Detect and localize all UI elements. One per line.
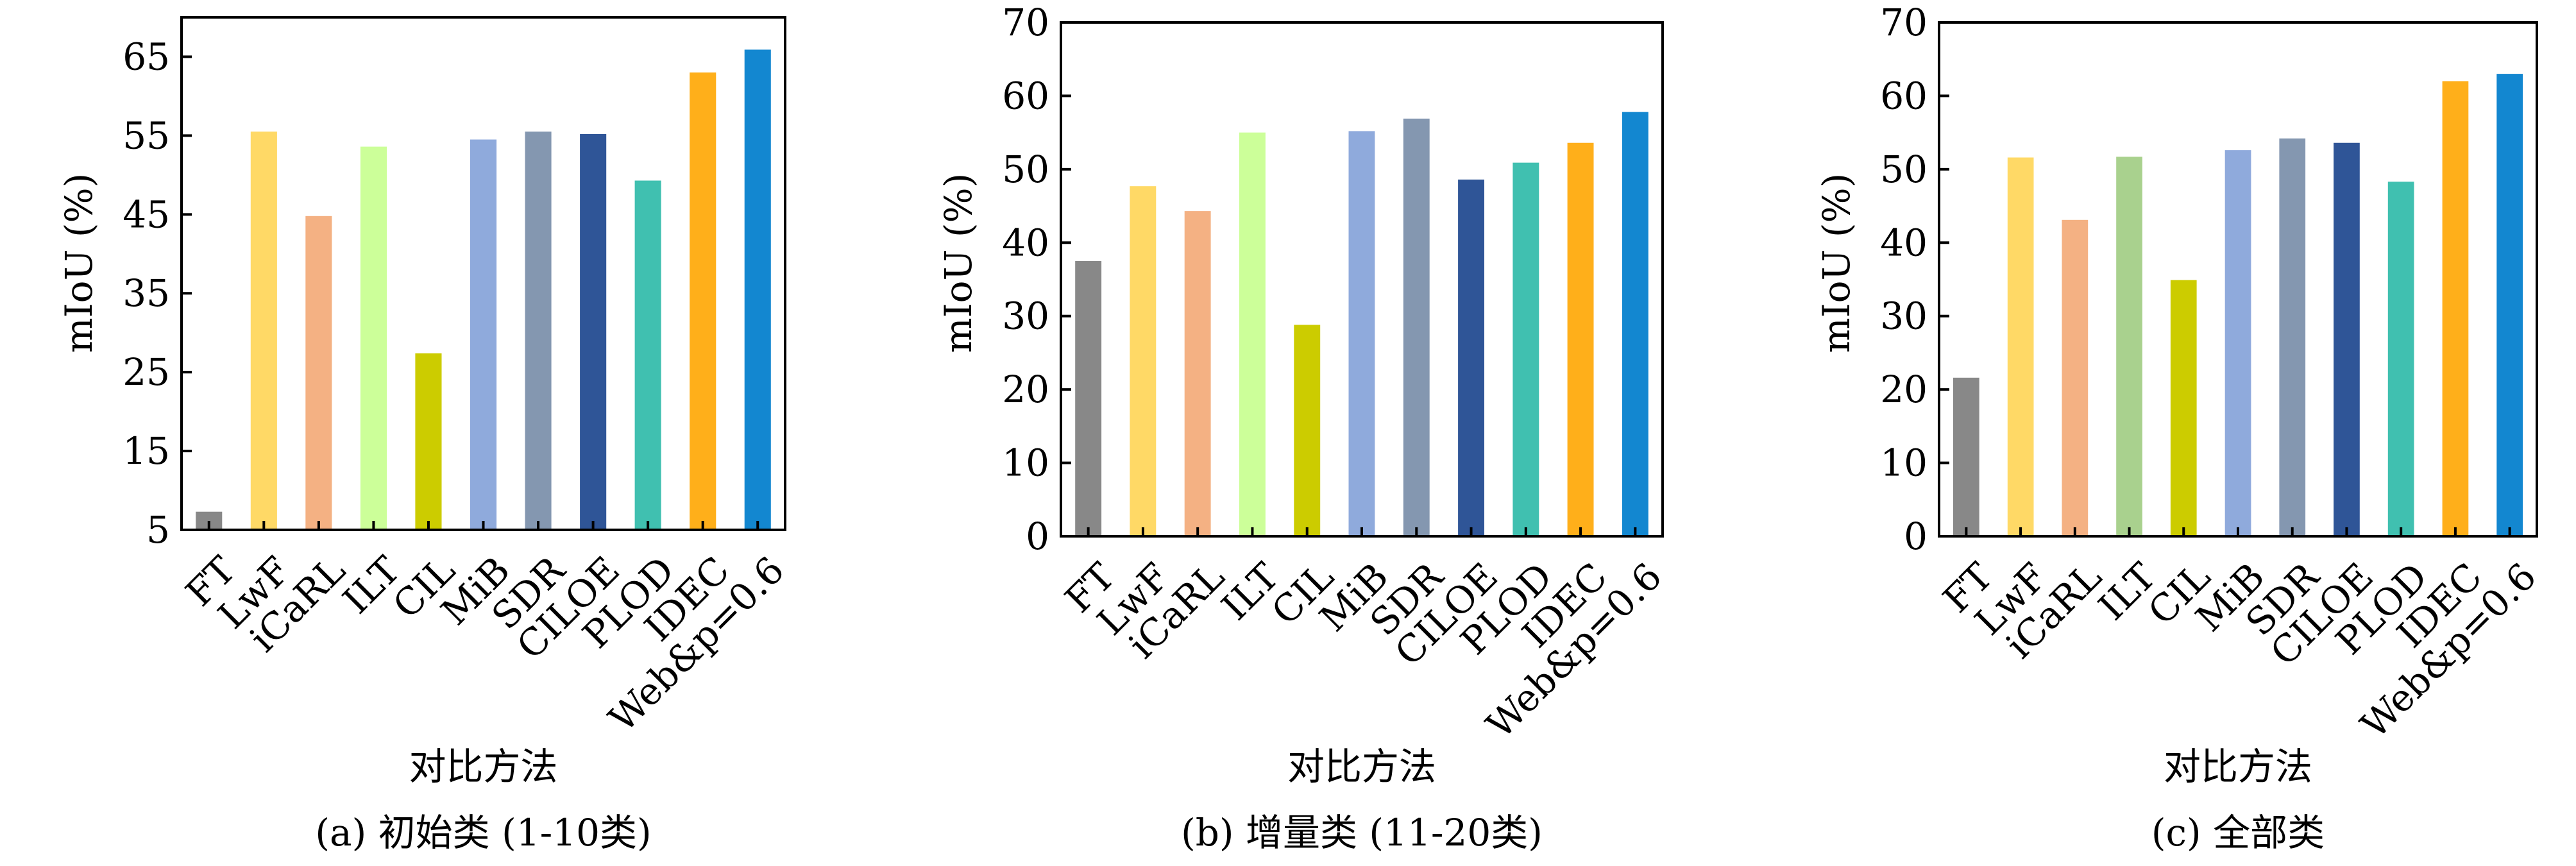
y-tick-label: 60 (1880, 74, 1928, 117)
bar-a-cil (415, 353, 442, 530)
bar-b-cil (1294, 325, 1321, 536)
bar-b-ft (1075, 260, 1102, 536)
y-tick-label: 10 (1880, 441, 1928, 485)
y-tick-label: 65 (123, 35, 170, 78)
x-axis-title: 对比方法 (409, 745, 557, 788)
y-tick-label: 60 (1002, 74, 1049, 117)
bar-a-lwf (250, 132, 277, 530)
x-axis-title: 对比方法 (2164, 745, 2312, 788)
bar-c-ciloe (2334, 142, 2360, 536)
bar-a-web-p-0-6 (744, 49, 771, 530)
y-tick-label: 30 (1880, 294, 1928, 338)
y-tick-label: 45 (123, 192, 170, 236)
bar-b-web-p-0-6 (1622, 112, 1648, 537)
bar-b-sdr (1403, 118, 1430, 536)
bar-b-ilt (1239, 132, 1266, 537)
y-tick-label: 15 (123, 429, 170, 473)
y-tick-label: 0 (1904, 514, 1928, 558)
bar-a-ilt (360, 146, 387, 531)
subfigure-caption: (a) 初始类 (1-10类) (315, 811, 651, 854)
y-tick-label: 70 (1002, 1, 1049, 44)
y-tick-label: 20 (1002, 368, 1049, 411)
chart-panel-a: 5152535455565FTLwFiCaRLILTCILMiBSDRCILOE… (57, 16, 793, 854)
bar-b-icarl (1184, 211, 1211, 536)
y-tick-label: 30 (1002, 294, 1049, 338)
y-tick-label: 55 (123, 114, 170, 157)
y-tick-label: 50 (1002, 148, 1049, 191)
y-tick-label: 40 (1880, 221, 1928, 264)
y-tick-label: 10 (1002, 441, 1049, 485)
y-tick-label: 20 (1880, 368, 1928, 411)
bar-c-web-p-0-6 (2496, 74, 2523, 537)
bar-c-ft (1953, 377, 1979, 536)
bar-c-cil (2170, 280, 2197, 536)
bar-b-ciloe (1458, 179, 1484, 536)
bar-b-mib (1348, 131, 1375, 536)
bar-b-plod (1513, 162, 1539, 537)
bar-c-mib (2224, 150, 2251, 537)
subfigure-caption: (b) 增量类 (11-20类) (1181, 811, 1543, 854)
chart-panel-c: 010203040506070FTLwFiCaRLILTCILMiBSDRCIL… (1815, 1, 2545, 854)
bar-a-sdr (525, 132, 552, 530)
y-tick-label: 50 (1880, 148, 1928, 191)
chart-panel-b: 010203040506070FTLwFiCaRLILTCILMiBSDRCIL… (936, 1, 1670, 854)
bar-b-lwf (1130, 186, 1157, 536)
bar-a-ciloe (580, 133, 607, 530)
bar-c-plod (2387, 182, 2414, 536)
bar-b-idec (1567, 142, 1594, 536)
bar-c-idec (2442, 81, 2469, 536)
bar-c-ilt (2116, 157, 2142, 536)
x-axis-title: 对比方法 (1287, 745, 1436, 788)
bar-a-icarl (305, 216, 332, 530)
bar-a-mib (470, 139, 497, 530)
y-tick-label: 40 (1002, 221, 1049, 264)
y-tick-label: 0 (1026, 514, 1049, 558)
y-tick-label: 25 (123, 350, 170, 394)
y-tick-label: 5 (146, 508, 170, 552)
y-axis-title: mIoU (%) (57, 173, 101, 353)
bar-c-lwf (2007, 157, 2034, 536)
bar-a-plod (634, 180, 661, 530)
subfigure-caption: (c) 全部类 (2151, 811, 2325, 854)
bar-c-sdr (2279, 138, 2306, 537)
bar-a-idec (690, 72, 716, 530)
bar-c-icarl (2062, 219, 2089, 536)
y-axis-title: mIoU (%) (936, 173, 980, 353)
y-tick-label: 70 (1880, 1, 1928, 44)
y-axis-title: mIoU (%) (1815, 173, 1858, 353)
y-tick-label: 35 (123, 271, 170, 315)
